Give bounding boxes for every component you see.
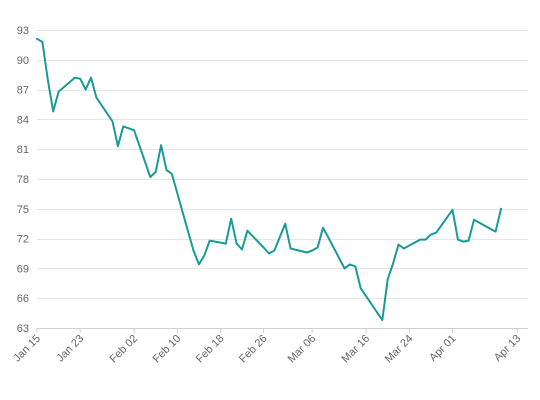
series-group [36, 37, 502, 322]
y-tick-label: 84 [17, 114, 29, 126]
y-tick-label: 69 [17, 263, 29, 275]
x-tick-label: Apr 01 [427, 333, 458, 364]
x-tick-label: Feb 10 [151, 333, 184, 366]
x-tick-label: Mar 06 [286, 333, 319, 366]
y-tick-label: 87 [17, 85, 29, 97]
y-tick-label: 78 [17, 174, 29, 186]
x-tick-label: Feb 26 [237, 333, 270, 366]
x-tick-label: Feb 02 [108, 333, 141, 366]
y-tick-label: 81 [17, 144, 29, 156]
x-tick-label: Jan 15 [11, 333, 43, 365]
y-tick-label: 93 [17, 25, 29, 37]
y-tick-label: 72 [17, 234, 29, 246]
series-line-0 [36, 37, 502, 322]
x-tick-label: Mar 24 [383, 333, 416, 366]
x-tick-label: Apr 13 [492, 333, 523, 364]
y-tick-label: 75 [17, 204, 29, 216]
x-tick-label: Mar 16 [340, 333, 373, 366]
x-tick-label: Jan 23 [54, 333, 86, 365]
y-tick-label: 66 [17, 293, 29, 305]
y-tick-label: 90 [17, 55, 29, 67]
x-axis-tick-labels: Jan 15 Jan 23 Feb 02 Feb 10 Feb 18 Feb 26 Mar … [11, 333, 523, 366]
x-tick-label: Feb 18 [194, 333, 227, 366]
gridlines [37, 30, 528, 299]
x-axis [36, 328, 528, 333]
y-axis-tick-labels: 63 66 69 72 75 78 81 84 87 90 93 [17, 25, 29, 335]
y-tick-label: 63 [17, 323, 29, 335]
